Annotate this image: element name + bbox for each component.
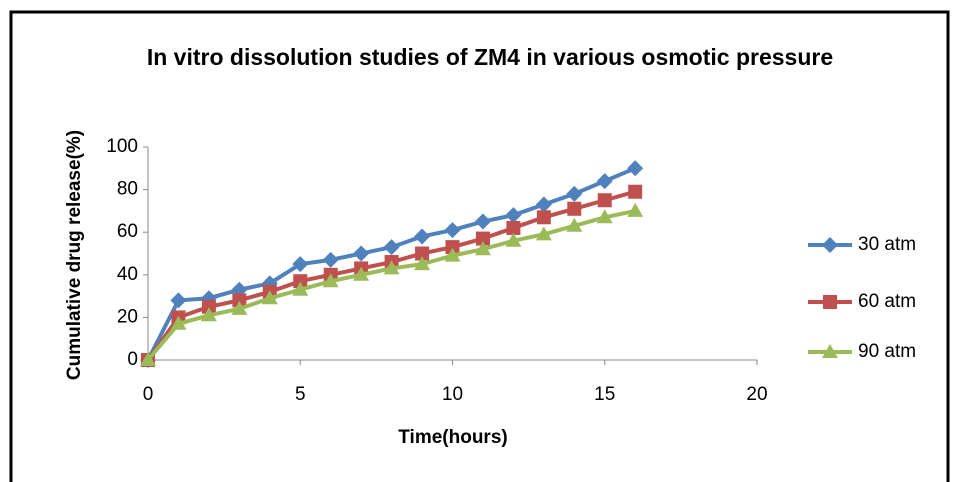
y-tick-label: 80 bbox=[117, 179, 138, 200]
marker bbox=[200, 307, 217, 322]
legend-label: 60 atm bbox=[858, 291, 916, 312]
legend-label: 90 atm bbox=[858, 341, 916, 362]
marker bbox=[823, 295, 837, 309]
marker bbox=[506, 220, 521, 235]
marker bbox=[293, 274, 308, 289]
y-tick-label: 20 bbox=[117, 306, 138, 327]
marker bbox=[445, 240, 460, 255]
x-tick-label: 15 bbox=[594, 384, 615, 405]
marker bbox=[231, 300, 248, 315]
marker bbox=[292, 281, 309, 296]
marker bbox=[444, 222, 461, 239]
marker bbox=[201, 299, 216, 314]
y-tick-label: 0 bbox=[127, 349, 138, 370]
legend-label: 30 atm bbox=[858, 234, 916, 255]
marker bbox=[822, 344, 838, 358]
marker bbox=[170, 315, 187, 330]
marker bbox=[232, 293, 247, 308]
marker bbox=[566, 217, 583, 232]
marker bbox=[535, 196, 552, 213]
frame bbox=[9, 10, 950, 482]
x-tick-label: 10 bbox=[442, 384, 463, 405]
marker bbox=[292, 256, 309, 273]
marker bbox=[822, 237, 838, 253]
x-axis-label: Time(hours) bbox=[398, 427, 507, 448]
marker bbox=[474, 213, 491, 230]
marker bbox=[475, 231, 490, 246]
marker bbox=[597, 193, 612, 208]
marker bbox=[322, 251, 339, 268]
marker bbox=[596, 209, 613, 224]
x-tick-label: 5 bbox=[295, 384, 306, 405]
marker bbox=[627, 202, 644, 217]
marker bbox=[596, 173, 613, 190]
y-tick-label: 40 bbox=[117, 264, 138, 285]
marker bbox=[505, 232, 522, 247]
marker bbox=[628, 184, 643, 199]
marker bbox=[170, 292, 187, 309]
marker bbox=[505, 207, 522, 224]
marker bbox=[261, 290, 278, 305]
marker bbox=[140, 352, 156, 366]
series-line bbox=[146, 189, 636, 362]
x-tick-label: 0 bbox=[143, 384, 154, 405]
marker bbox=[414, 228, 431, 245]
marker bbox=[415, 246, 430, 261]
marker bbox=[535, 226, 552, 241]
marker bbox=[566, 185, 583, 202]
x-tick-label: 20 bbox=[746, 384, 767, 405]
marker bbox=[383, 239, 400, 256]
y-tick-label: 60 bbox=[117, 221, 138, 242]
y-axis-label: Cumulative drug release(%) bbox=[64, 130, 85, 380]
marker bbox=[627, 160, 644, 177]
marker bbox=[322, 273, 339, 288]
marker bbox=[567, 201, 582, 216]
marker bbox=[353, 266, 370, 281]
marker bbox=[536, 210, 551, 225]
marker bbox=[414, 256, 431, 271]
marker bbox=[353, 245, 370, 262]
series-line bbox=[146, 208, 636, 362]
marker bbox=[444, 247, 461, 262]
chart-title: In vitro dissolution studies of ZM4 in v… bbox=[146, 44, 834, 70]
marker bbox=[474, 241, 491, 256]
y-tick-label: 100 bbox=[106, 136, 138, 157]
marker bbox=[383, 260, 400, 275]
